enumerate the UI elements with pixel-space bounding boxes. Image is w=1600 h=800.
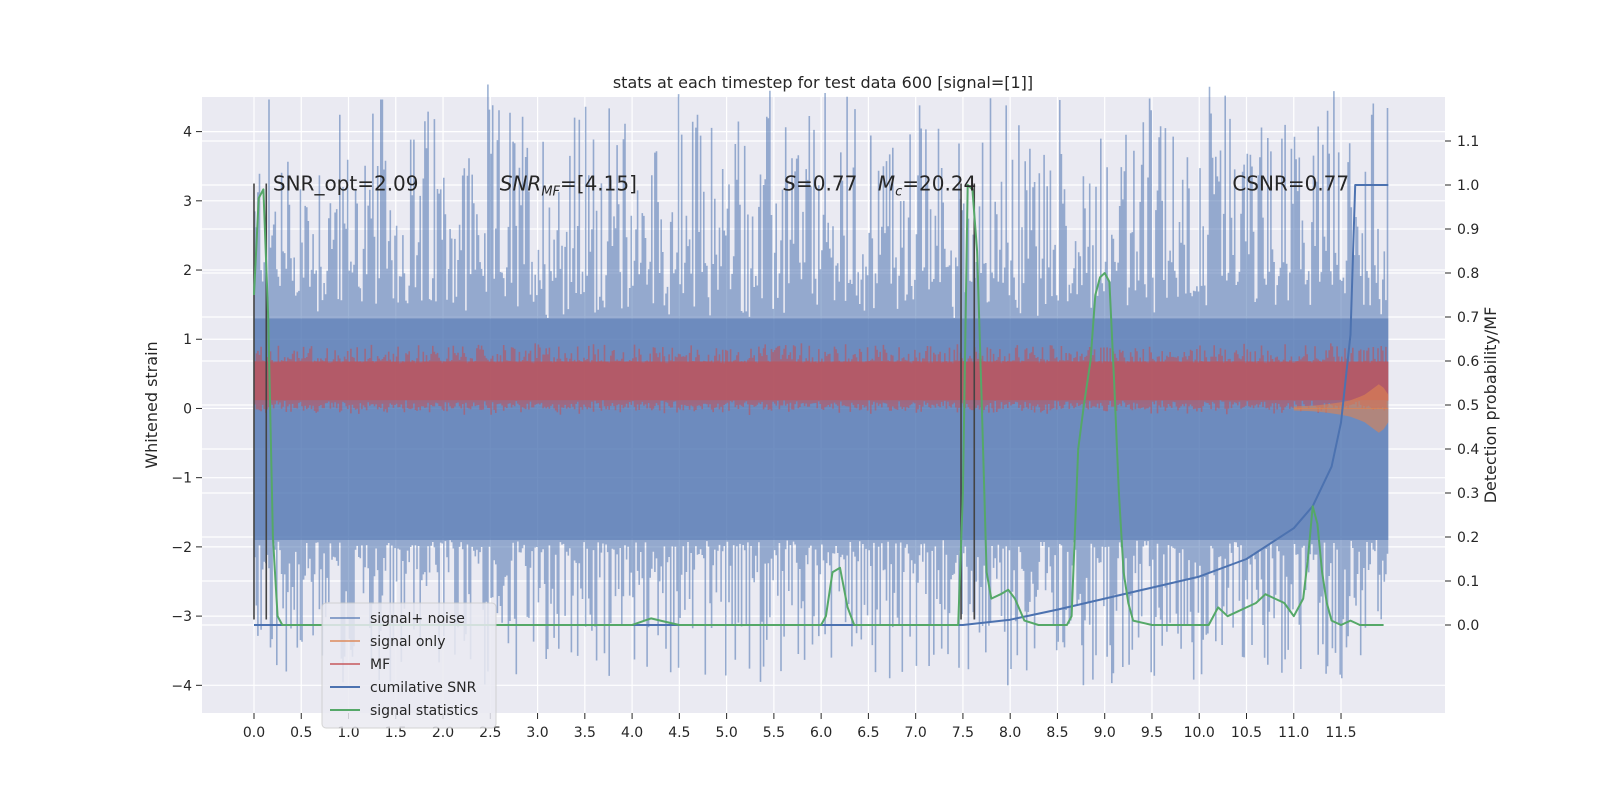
- xtick-label-18: 9.0: [1094, 725, 1116, 741]
- y2tick-label-8: 0.8: [1457, 266, 1479, 282]
- y2tick-label-2: 0.2: [1457, 530, 1479, 546]
- legend-box: [321, 602, 497, 729]
- annotations: SNR_opt=2.09 SNRMF=[4.15] S=0.77 Mc=20.24 CS…: [273, 171, 1349, 199]
- legend-entry-1: signal only: [370, 634, 445, 650]
- annotation-3: Mc=20.24: [878, 171, 976, 199]
- series-3-cumilative-snr: [254, 184, 1389, 626]
- xtick-label-14: 7.0: [905, 725, 927, 741]
- xtick-label-15: 7.5: [952, 725, 974, 741]
- legend-entry-0: signal+ noise: [370, 611, 465, 627]
- xtick-label-13: 6.5: [857, 725, 879, 741]
- ytick-label-1: −3: [171, 609, 192, 625]
- legend-entry-4: signal statistics: [370, 703, 478, 719]
- xtick-label-8: 4.0: [621, 725, 643, 741]
- legend-entry-2: MF: [370, 657, 390, 673]
- legend-entry-3: cumilative SNR: [370, 680, 477, 696]
- xtick-label-23: 11.5: [1325, 725, 1356, 741]
- y2tick-label-11: 1.1: [1457, 134, 1479, 150]
- xtick-label-7: 3.5: [574, 725, 596, 741]
- xtick-label-21: 10.5: [1231, 725, 1262, 741]
- xtick-label-3: 1.5: [385, 725, 407, 741]
- y-axis-label: Whitened strain: [142, 341, 161, 468]
- plot-area: [253, 84, 1389, 686]
- y2tick-label-3: 0.3: [1457, 486, 1479, 502]
- y2tick-label-6: 0.6: [1457, 354, 1479, 370]
- annotation-2: S=0.77: [783, 171, 857, 195]
- xtick-label-1: 0.5: [290, 725, 312, 741]
- xtick-label-12: 6.0: [810, 725, 832, 741]
- xtick-label-5: 2.5: [479, 725, 501, 741]
- y2-axis-label: Detection probability/MF: [1481, 307, 1500, 504]
- annotation-0: SNR_opt=2.09: [273, 171, 419, 195]
- ytick-label-2: −2: [171, 540, 192, 556]
- xtick-label-17: 8.5: [1046, 725, 1068, 741]
- left-axis-ticks: −4 −3 −2 −1 0 1 2 3 4: [171, 125, 202, 694]
- y2tick-label-0: 0.0: [1457, 618, 1479, 634]
- ytick-label-3: −1: [171, 471, 192, 487]
- y2tick-label-10: 1.0: [1457, 178, 1479, 194]
- xtick-label-2: 1.0: [337, 725, 359, 741]
- series-2-mf: [253, 343, 1389, 415]
- ytick-label-7: 3: [183, 194, 192, 210]
- y2tick-label-9: 0.9: [1457, 222, 1479, 238]
- annotation-1: SNRMF=[4.15]: [500, 171, 637, 199]
- xtick-label-10: 5.0: [715, 725, 737, 741]
- xtick-label-6: 3.0: [526, 725, 548, 741]
- xtick-label-11: 5.5: [763, 725, 785, 741]
- xtick-label-22: 11.0: [1278, 725, 1309, 741]
- ytick-label-6: 2: [183, 263, 192, 279]
- y2tick-label-5: 0.5: [1457, 398, 1479, 414]
- ytick-label-0: −4: [171, 678, 192, 694]
- xtick-label-16: 8.0: [999, 725, 1021, 741]
- legend: signal+ noise signal only MF cumilative SNR…: [321, 602, 497, 729]
- xtick-label-4: 2.0: [432, 725, 454, 741]
- ytick-label-4: 0: [183, 401, 192, 417]
- bottom-axis-ticks: 0.0 0.5 1.0 1.5 2.0 2.5 3.0 3.5 4.0 4.5 5.0 5.5 6.0 6…: [243, 713, 1357, 741]
- y2tick-label-1: 0.1: [1457, 574, 1479, 590]
- right-axis-ticks: 0.0 0.1 0.2 0.3 0.4 0.5 0.6 0.7 0.8 0.9 1.0 1.1: [1445, 134, 1479, 634]
- series-1-signal-only: [1293, 384, 1389, 433]
- chart-title: stats at each timestep for test data 600…: [613, 73, 1033, 92]
- xtick-label-0: 0.0: [243, 725, 265, 741]
- xtick-label-19: 9.5: [1141, 725, 1163, 741]
- y2tick-label-7: 0.7: [1457, 310, 1479, 326]
- ytick-label-5: 1: [183, 332, 192, 348]
- xtick-label-9: 4.5: [668, 725, 690, 741]
- series-4-signal-statistics: [253, 184, 1384, 626]
- series-band-spikes: [254, 343, 1389, 415]
- xtick-label-20: 10.0: [1184, 725, 1215, 741]
- ytick-label-8: 4: [183, 125, 192, 141]
- y2tick-label-4: 0.4: [1457, 442, 1479, 458]
- annotation-4: CSNR=0.77: [1232, 171, 1349, 195]
